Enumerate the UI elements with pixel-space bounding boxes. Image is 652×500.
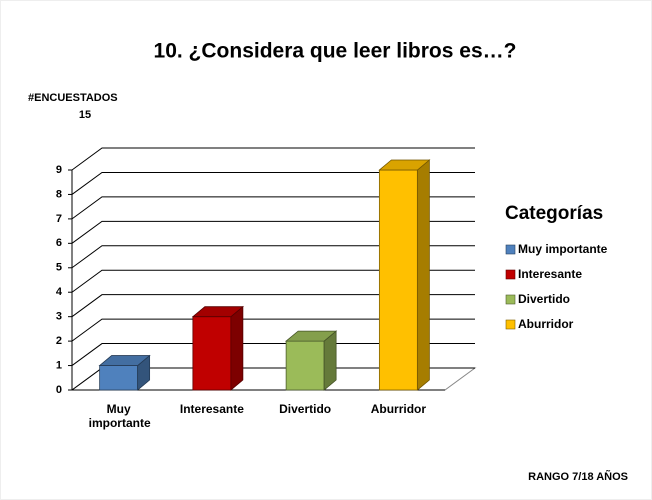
respondents: 15	[79, 109, 91, 121]
legend-swatch	[505, 294, 516, 305]
grid-line	[71, 318, 475, 342]
y-tick-label: 6	[56, 237, 62, 249]
bar-side	[416, 159, 430, 391]
bar-side	[230, 305, 244, 391]
legend-title: Categorías	[505, 203, 603, 224]
bar-front	[285, 340, 325, 391]
footer: RANGO 7/18 AÑOS	[528, 470, 628, 483]
x-tick-label: Aburridor	[370, 402, 427, 416]
y-tick-label: 2	[56, 335, 62, 347]
bar-top	[98, 355, 151, 366]
y-axis-label: #ENCUESTADOS	[28, 92, 118, 104]
y-tick-label: 9	[56, 164, 62, 176]
grid-line	[71, 171, 475, 195]
chart-title: 10. ¿Considera que leer libros es…?	[154, 40, 517, 63]
grid-line	[71, 220, 475, 244]
y-tick-label: 8	[56, 188, 62, 200]
x-tick-label: Interesante	[179, 402, 244, 416]
x-tick-label: Muy importante	[88, 402, 151, 430]
y-tick-label: 0	[56, 384, 62, 396]
y-tick-label: 4	[56, 286, 63, 298]
legend-swatch	[505, 244, 516, 255]
grid-line	[71, 196, 475, 220]
legend-label: Muy importante	[518, 242, 608, 256]
y-tick-label: 3	[56, 311, 62, 323]
bar-front	[192, 316, 232, 391]
grid-line	[71, 294, 475, 318]
bar-front	[99, 365, 139, 391]
legend-label: Interesante	[518, 267, 582, 281]
bar-top	[378, 159, 431, 171]
bar-top	[285, 330, 338, 342]
legend-swatch	[505, 269, 516, 280]
y-tick-label: 5	[56, 262, 62, 274]
y-tick-label: 1	[56, 359, 62, 371]
grid-line	[71, 147, 475, 171]
bar-front	[378, 169, 418, 391]
y-tick-label: 7	[56, 213, 62, 225]
grid-line	[71, 245, 475, 269]
x-tick-label: Divertido	[279, 402, 332, 416]
grid-line	[71, 343, 475, 366]
grid-line	[71, 269, 475, 293]
legend-label: Divertido	[518, 292, 570, 306]
legend-swatch	[505, 319, 516, 330]
bar-top	[191, 306, 244, 318]
legend-label: Aburridor	[518, 317, 574, 331]
